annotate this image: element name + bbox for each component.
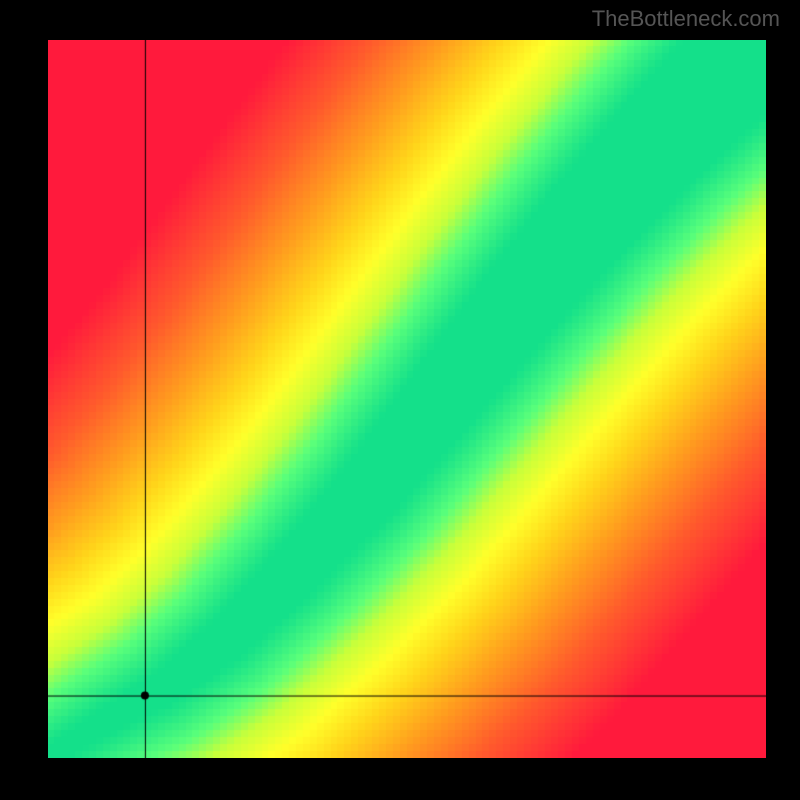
plot-area xyxy=(48,40,766,758)
chart-container: TheBottleneck.com xyxy=(0,0,800,800)
watermark-text: TheBottleneck.com xyxy=(592,6,780,32)
heatmap-canvas xyxy=(48,40,766,758)
